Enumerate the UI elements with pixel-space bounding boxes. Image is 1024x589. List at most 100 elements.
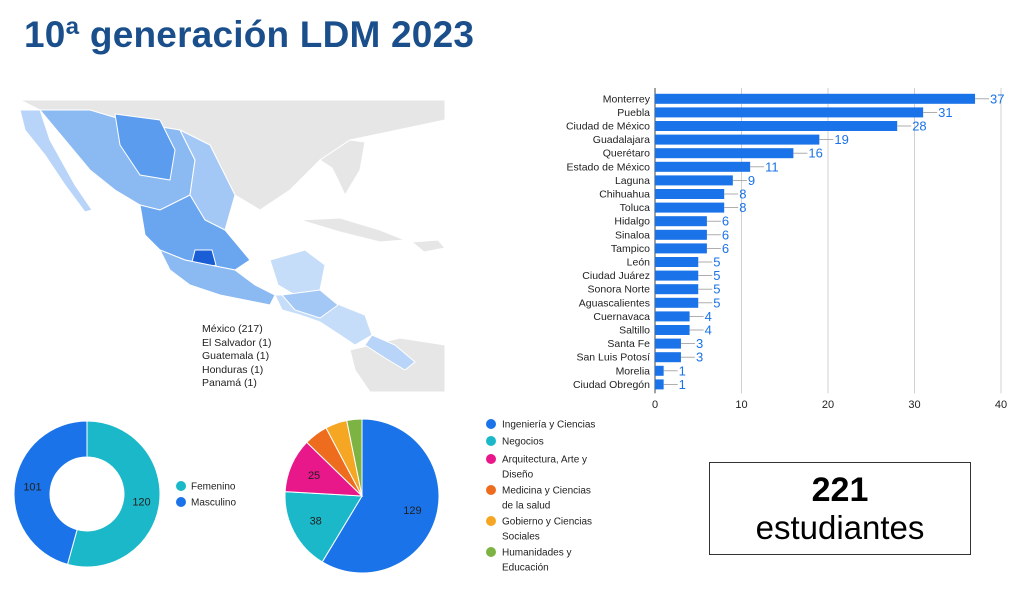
legend-label: Medicina y Ciencias de la salud <box>502 486 591 512</box>
data-label: 3 <box>696 350 703 365</box>
bar <box>655 229 707 240</box>
total-label: estudiantes <box>755 509 925 546</box>
legend-swatch <box>486 485 496 495</box>
country-item: Panamá (1) <box>202 377 257 389</box>
category-label: Guadalajara <box>593 134 650 146</box>
legend-swatch <box>486 454 496 464</box>
x-tick-label: 20 <box>822 399 834 411</box>
bar <box>655 161 751 172</box>
x-tick-label: 0 <box>652 399 658 411</box>
category-label: San Luis Potosí <box>576 352 650 364</box>
country-item: Honduras (1) <box>202 363 264 376</box>
category-label: León <box>627 257 651 269</box>
bar <box>655 107 924 118</box>
data-label: 4 <box>705 309 712 324</box>
bar <box>655 365 664 376</box>
bar <box>655 379 664 390</box>
bar <box>655 297 699 308</box>
x-tick-label: 10 <box>735 399 747 411</box>
legend-label: Gobierno y Ciencias Sociales <box>502 517 592 543</box>
data-label: 8 <box>739 200 746 215</box>
category-label: Ciudad Obregón <box>573 379 650 391</box>
category-label: Monterrey <box>603 93 651 105</box>
data-label: 9 <box>748 173 755 188</box>
map-hispaniola <box>410 239 445 253</box>
category-label: Toluca <box>620 202 651 214</box>
legend-swatch <box>486 516 496 526</box>
category-label: Ciudad Juárez <box>582 270 650 282</box>
slice-value-label: 101 <box>23 482 41 494</box>
school-pie-chart: 129 38 25 Ingeniería y Ciencias Negocios Arqu… <box>284 418 595 574</box>
bar <box>655 338 681 349</box>
legend-label: Negocios <box>502 437 544 448</box>
bar <box>655 148 794 159</box>
map-chihuahua <box>114 113 176 181</box>
legend-label: Masculino <box>191 498 236 509</box>
map-panama <box>364 334 416 371</box>
category-label: Ciudad de México <box>566 121 650 133</box>
legend-swatch <box>176 481 186 491</box>
bar <box>655 311 690 322</box>
map-south-mexico <box>158 249 276 306</box>
map-yucatan <box>269 249 326 296</box>
data-label: 5 <box>713 295 720 310</box>
category-label: Santa Fe <box>607 338 650 350</box>
bar <box>655 216 707 227</box>
category-label: Chihuahua <box>599 189 650 201</box>
total-students-box: 221 estudiantes <box>709 462 971 555</box>
bar <box>655 175 733 186</box>
data-label: 6 <box>722 241 729 256</box>
data-label: 28 <box>912 119 926 134</box>
pie-slice <box>321 418 440 574</box>
slice-value-label: 120 <box>132 496 150 508</box>
data-label: 5 <box>713 282 720 297</box>
geo-map <box>20 100 445 392</box>
bar <box>655 202 725 213</box>
x-tick-label: 40 <box>995 399 1007 411</box>
data-label: 3 <box>696 336 703 351</box>
category-label: Puebla <box>617 107 650 119</box>
category-label: Cuernavaca <box>593 311 650 323</box>
legend-label: Femenino <box>191 482 236 493</box>
data-label: 8 <box>739 187 746 202</box>
data-label: 6 <box>722 227 729 242</box>
data-label: 31 <box>938 105 952 120</box>
country-item: México (217) <box>202 323 263 335</box>
country-list: México (217) El Salvador (1) Guatemala (… <box>202 323 271 391</box>
page-title: 10ª generación LDM 2023 <box>24 14 475 55</box>
map-gt-hn <box>281 289 339 319</box>
category-label: Querétaro <box>603 148 650 160</box>
legend-swatch <box>176 497 186 507</box>
data-label: 4 <box>705 323 712 338</box>
data-label: 5 <box>713 268 720 283</box>
slice-value-label: 38 <box>310 515 322 527</box>
category-label: Morelia <box>616 365 651 377</box>
pie-slice <box>284 491 363 563</box>
data-label: 6 <box>722 214 729 229</box>
data-label: 5 <box>713 255 720 270</box>
bar <box>655 93 976 104</box>
bar <box>655 270 699 281</box>
x-tick-label: 30 <box>908 399 920 411</box>
legend-label: Ingeniería y Ciencias <box>502 420 595 431</box>
data-label: 11 <box>765 159 779 174</box>
map-central-mexico <box>139 194 251 271</box>
category-label: Aguascalientes <box>579 297 650 309</box>
slice-value-label: 129 <box>403 505 421 517</box>
legend-swatch <box>486 419 496 429</box>
data-label: 1 <box>679 363 686 378</box>
country-item: El Salvador (1) <box>202 336 272 349</box>
country-item: Guatemala (1) <box>202 350 270 362</box>
bar <box>655 257 699 267</box>
category-label: Saltillo <box>619 325 650 337</box>
category-label: Sinaloa <box>615 229 650 241</box>
category-label: Hidalgo <box>614 216 650 228</box>
category-label: Sonora Norte <box>588 284 651 296</box>
total-number: 221 <box>811 471 869 509</box>
bar <box>655 325 690 335</box>
map-cuba <box>299 217 406 243</box>
legend-swatch <box>486 436 496 446</box>
map-florida <box>319 139 366 197</box>
data-label: 19 <box>834 132 848 147</box>
